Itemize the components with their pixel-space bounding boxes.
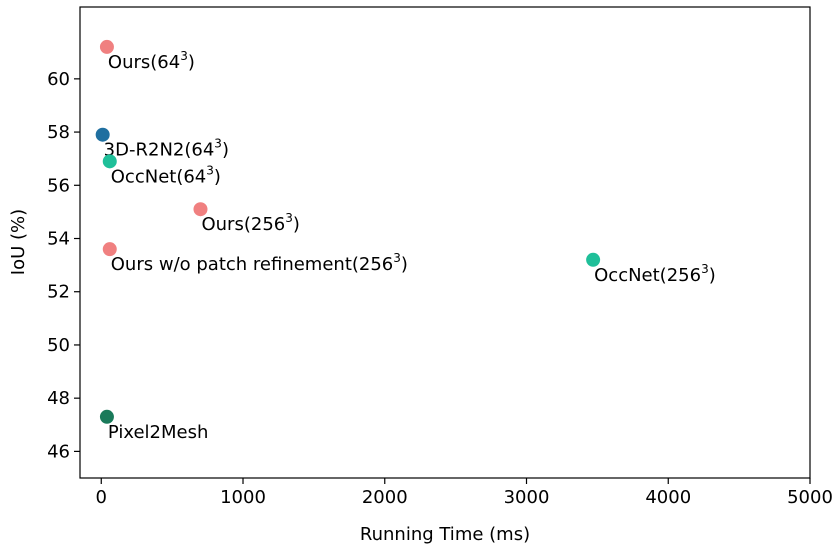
y-axis-label: IoU (%): [8, 209, 29, 275]
point-label: Ours(643): [108, 49, 195, 73]
y-tick-label: 52: [47, 282, 70, 303]
x-axis: 0 1000 2000 3000 4000 5000: [96, 478, 833, 508]
point-label: 3D-R2N2(643): [104, 137, 229, 161]
x-tick-label: 1000: [220, 487, 266, 508]
x-axis-label: Running Time (ms): [360, 524, 530, 545]
point-label: Ours(2563): [201, 211, 299, 235]
point-label: Ours w/o patch refinement(2563): [111, 251, 408, 275]
y-tick-label: 48: [47, 388, 70, 409]
point-label: OccNet(643): [111, 163, 221, 187]
y-tick-label: 58: [47, 122, 70, 143]
y-tick-label: 60: [47, 69, 70, 90]
scatter-point: [193, 202, 208, 217]
y-axis: 46 48 50 52 54 56 58 60: [47, 69, 80, 462]
x-tick-label: 5000: [787, 487, 833, 508]
x-tick-label: 0: [96, 487, 107, 508]
y-tick-label: 56: [47, 175, 70, 196]
scatter-point: [102, 154, 117, 169]
y-tick-label: 54: [47, 229, 70, 250]
point-label: Pixel2Mesh: [108, 422, 208, 443]
scatter-point: [102, 242, 117, 257]
scatter-point: [95, 127, 110, 142]
x-tick-label: 2000: [362, 487, 408, 508]
scatter-point: [586, 252, 601, 267]
y-tick-label: 50: [47, 335, 70, 356]
data-points: Ours(643) 3D-R2N2(643)OccNet(643) Ours(256…: [95, 39, 716, 443]
x-tick-label: 3000: [504, 487, 550, 508]
x-tick-label: 4000: [645, 487, 691, 508]
y-tick-label: 46: [47, 441, 70, 462]
point-label: OccNet(2563): [594, 262, 716, 286]
scatter-point: [99, 39, 114, 54]
scatter-point: [99, 409, 114, 424]
plot-frame: [79, 6, 811, 479]
